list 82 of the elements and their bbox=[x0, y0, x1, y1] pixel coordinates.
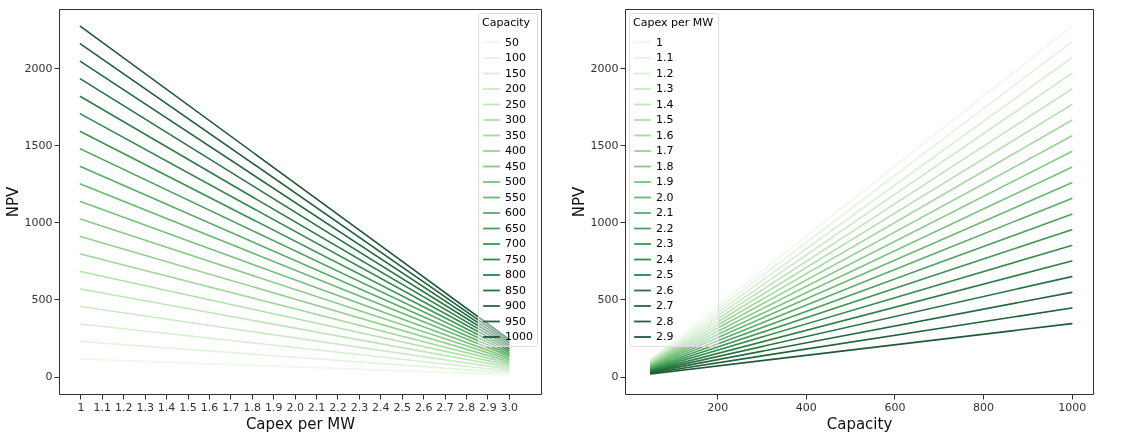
legend-label: 2.6 bbox=[656, 283, 674, 297]
y-tick-label: 1500 bbox=[24, 138, 53, 152]
y-tick-label: 1000 bbox=[24, 215, 53, 229]
y-tick-label: 1500 bbox=[590, 138, 619, 152]
legend-label: 1.7 bbox=[656, 144, 674, 157]
y-axis-title: NPV bbox=[3, 186, 22, 218]
y-tick-label: 2000 bbox=[24, 61, 53, 75]
legend-label: 550 bbox=[505, 190, 526, 204]
legend-label: 800 bbox=[505, 268, 526, 281]
y-tick-label: 0 bbox=[611, 370, 619, 384]
legend-label: 650 bbox=[505, 221, 526, 235]
legend-label: 850 bbox=[505, 283, 526, 297]
legend-label: 50 bbox=[505, 35, 519, 49]
legend-title: Capacity bbox=[482, 16, 531, 29]
legend-label: 2.4 bbox=[656, 252, 674, 266]
legend-label: 1.9 bbox=[656, 175, 674, 188]
legend-label: 2.9 bbox=[656, 330, 674, 343]
x-tick-label: 1.4 bbox=[157, 400, 176, 414]
legend-label: 950 bbox=[505, 314, 526, 328]
x-axis-title: Capex per MW bbox=[245, 414, 356, 433]
legend-label: 500 bbox=[505, 175, 526, 188]
legend-label: 350 bbox=[505, 128, 526, 142]
x-tick-label: 1000 bbox=[1058, 400, 1087, 414]
x-tick-label: 2.0 bbox=[286, 400, 304, 414]
legend-label: 1.3 bbox=[656, 82, 674, 95]
x-tick-label: 2.2 bbox=[329, 400, 347, 414]
legend-label: 1.8 bbox=[656, 159, 674, 173]
legend-label: 1000 bbox=[505, 330, 533, 343]
legend-label: 2.8 bbox=[656, 314, 674, 328]
x-tick-label: 800 bbox=[973, 400, 995, 414]
legend-label: 1.1 bbox=[656, 51, 674, 64]
legend-label: 1.4 bbox=[656, 97, 674, 111]
legend-label: 750 bbox=[505, 252, 526, 266]
legend-label: 100 bbox=[505, 51, 526, 64]
legend-title: Capex per MW bbox=[633, 16, 714, 29]
legend-label: 600 bbox=[505, 206, 526, 219]
y-tick-label: 0 bbox=[45, 370, 53, 384]
x-tick-label: 1.5 bbox=[179, 400, 197, 414]
legend-label: 250 bbox=[505, 97, 526, 111]
x-tick-label: 2.3 bbox=[350, 400, 369, 414]
legend-label: 150 bbox=[505, 66, 526, 80]
legend-label: 1 bbox=[656, 35, 663, 49]
y-axis-title: NPV bbox=[569, 186, 588, 218]
legend-label: 2.0 bbox=[656, 190, 674, 204]
x-tick-label: 1 bbox=[77, 400, 85, 414]
x-tick-label: 1.7 bbox=[222, 400, 240, 414]
legend-label: 2.1 bbox=[656, 206, 674, 219]
legend-label: 1.5 bbox=[656, 113, 674, 126]
legend-label: 1.2 bbox=[656, 66, 674, 80]
legend-label: 450 bbox=[505, 159, 526, 173]
x-tick-label: 200 bbox=[707, 400, 729, 414]
legend-label: 2.3 bbox=[656, 237, 674, 250]
x-tick-label: 1.6 bbox=[200, 400, 219, 414]
x-tick-label: 1.8 bbox=[243, 400, 262, 414]
x-tick-label: 2.5 bbox=[393, 400, 412, 414]
y-tick-label: 500 bbox=[31, 292, 53, 306]
y-tick-label: 2000 bbox=[590, 61, 619, 75]
x-tick-label: 1.3 bbox=[136, 400, 154, 414]
x-tick-label: 1.2 bbox=[115, 400, 133, 414]
y-tick-label: 1000 bbox=[590, 215, 619, 229]
x-tick-label: 2.1 bbox=[307, 400, 326, 414]
x-tick-label: 1.9 bbox=[264, 400, 283, 414]
legend-label: 2.7 bbox=[656, 299, 674, 312]
x-tick-label: 1.1 bbox=[93, 400, 112, 414]
y-tick-label: 500 bbox=[597, 292, 619, 306]
x-tick-label: 2.7 bbox=[436, 400, 454, 414]
legend-label: 900 bbox=[505, 299, 526, 312]
legend-label: 700 bbox=[505, 237, 526, 250]
x-tick-label: 400 bbox=[795, 400, 817, 414]
legend-label: 2.5 bbox=[656, 268, 674, 281]
legend-label: 2.2 bbox=[656, 221, 674, 235]
x-axis-title: Capacity bbox=[826, 414, 893, 433]
legend-label: 200 bbox=[505, 82, 526, 95]
x-tick-label: 2.4 bbox=[372, 400, 390, 414]
legend-label: 400 bbox=[505, 144, 526, 157]
legend-label: 1.6 bbox=[656, 128, 674, 142]
x-tick-label: 3.0 bbox=[500, 400, 519, 414]
x-tick-label: 2.8 bbox=[457, 400, 476, 414]
legend-label: 300 bbox=[505, 113, 526, 126]
x-tick-label: 2.6 bbox=[414, 400, 433, 414]
x-tick-label: 600 bbox=[884, 400, 906, 414]
x-tick-label: 2.9 bbox=[479, 400, 497, 414]
